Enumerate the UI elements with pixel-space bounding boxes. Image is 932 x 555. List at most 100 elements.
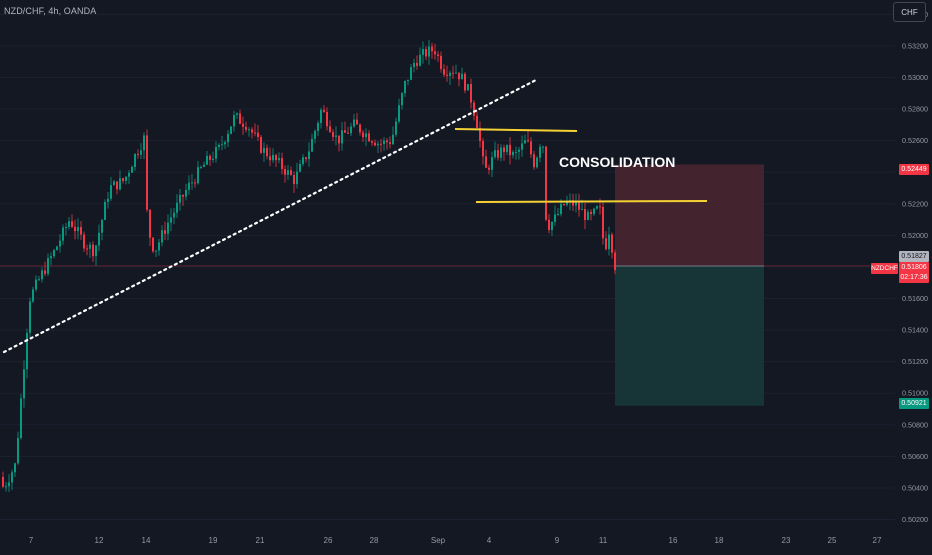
currency-button[interactable]: CHF <box>893 2 926 22</box>
price-tick-label: 0.51000 <box>902 389 928 398</box>
candle-body <box>434 51 436 55</box>
price-tick-label: 0.52200 <box>902 199 928 208</box>
candle-body <box>575 202 577 206</box>
consolidation-lower-line <box>475 200 708 203</box>
candle-body <box>554 214 556 222</box>
candle-body <box>71 221 73 227</box>
candle-body <box>500 147 502 158</box>
candle-body <box>92 244 94 257</box>
time-tick-label: 9 <box>555 536 560 545</box>
candle-body <box>191 182 193 184</box>
candle-body <box>479 128 481 141</box>
candle-body <box>158 242 160 251</box>
candle-body <box>404 80 406 94</box>
candle-body <box>113 181 115 186</box>
support-trendline <box>2 77 540 354</box>
time-tick-label: 28 <box>370 536 379 545</box>
candle-body <box>194 182 196 184</box>
candle-body <box>380 143 382 145</box>
candle-body <box>464 73 466 91</box>
candle-body <box>275 154 277 161</box>
candle-body <box>302 157 304 164</box>
candle-body <box>188 182 190 190</box>
candle-body <box>482 140 484 157</box>
candle-body <box>485 156 487 168</box>
candle-body <box>44 270 46 274</box>
candle-body <box>263 147 265 153</box>
candle-body <box>20 398 22 439</box>
candle-body <box>146 135 148 210</box>
candle-body <box>341 130 343 144</box>
candle-body <box>98 232 100 246</box>
candle-body <box>473 102 475 116</box>
candle-body <box>389 142 391 145</box>
candle-body <box>596 206 598 209</box>
candle-body <box>185 189 187 197</box>
current-price-value: 0.51806 <box>901 264 927 271</box>
target-price-tag: 0.50921 <box>899 398 929 409</box>
candle-body <box>206 155 208 165</box>
candle-body <box>125 176 127 181</box>
candle-body <box>116 181 118 190</box>
time-tick-label: Sep <box>431 536 446 545</box>
candle-body <box>215 147 217 159</box>
candle-body <box>395 121 397 135</box>
candle-body <box>236 113 238 115</box>
candle-body <box>101 219 103 233</box>
candle-body <box>266 147 268 157</box>
candle-body <box>371 141 373 143</box>
candle-body <box>605 238 607 250</box>
candle-body <box>221 144 223 146</box>
time-tick-label: 7 <box>29 536 34 545</box>
candle-body <box>599 206 601 208</box>
symbol-title: NZD/CHF, 4h, OANDA <box>4 6 97 16</box>
price-tick-label: 0.53000 <box>902 73 928 82</box>
time-tick-label: 18 <box>715 536 724 545</box>
time-tick-label: 19 <box>209 536 218 545</box>
candle-body <box>491 157 493 170</box>
price-tick-label: 0.51600 <box>902 294 928 303</box>
candle-body <box>368 133 370 142</box>
price-tick-label: 0.50600 <box>902 452 928 461</box>
candle-body <box>122 178 124 181</box>
candle-body <box>59 240 61 247</box>
candle-body <box>245 126 247 130</box>
candle-body <box>476 115 478 129</box>
candle-body <box>251 129 253 133</box>
candle-body <box>356 119 358 125</box>
candle-body <box>509 144 511 156</box>
candle-body <box>278 158 280 161</box>
time-tick-label: 27 <box>873 536 882 545</box>
price-tick-label: 0.50800 <box>902 420 928 429</box>
candle-body <box>77 227 79 232</box>
candle-body <box>557 214 559 216</box>
candle-body <box>197 167 199 184</box>
price-tick-label: 0.52600 <box>902 136 928 145</box>
candle-body <box>137 153 139 155</box>
candle-body <box>314 130 316 139</box>
candle-body <box>212 158 214 160</box>
candle-body <box>209 155 211 160</box>
candle-body <box>488 167 490 170</box>
candle-body <box>338 135 340 144</box>
candle-body <box>56 246 58 251</box>
time-tick-label: 12 <box>95 536 104 545</box>
candle-body <box>38 279 40 281</box>
candle-body <box>11 472 13 483</box>
candle-body <box>299 163 301 172</box>
candle-body <box>257 132 259 137</box>
candle-body <box>164 230 166 234</box>
candle-body <box>29 301 31 333</box>
candle-body <box>422 49 424 55</box>
candle-body <box>290 170 292 176</box>
candle-body <box>362 132 364 138</box>
candle-body <box>572 200 574 206</box>
candle-body <box>260 136 262 153</box>
candle-body <box>470 83 472 103</box>
candle-body <box>347 132 349 134</box>
candle-body <box>86 248 88 250</box>
candle-body <box>593 208 595 215</box>
candle-body <box>335 135 337 137</box>
